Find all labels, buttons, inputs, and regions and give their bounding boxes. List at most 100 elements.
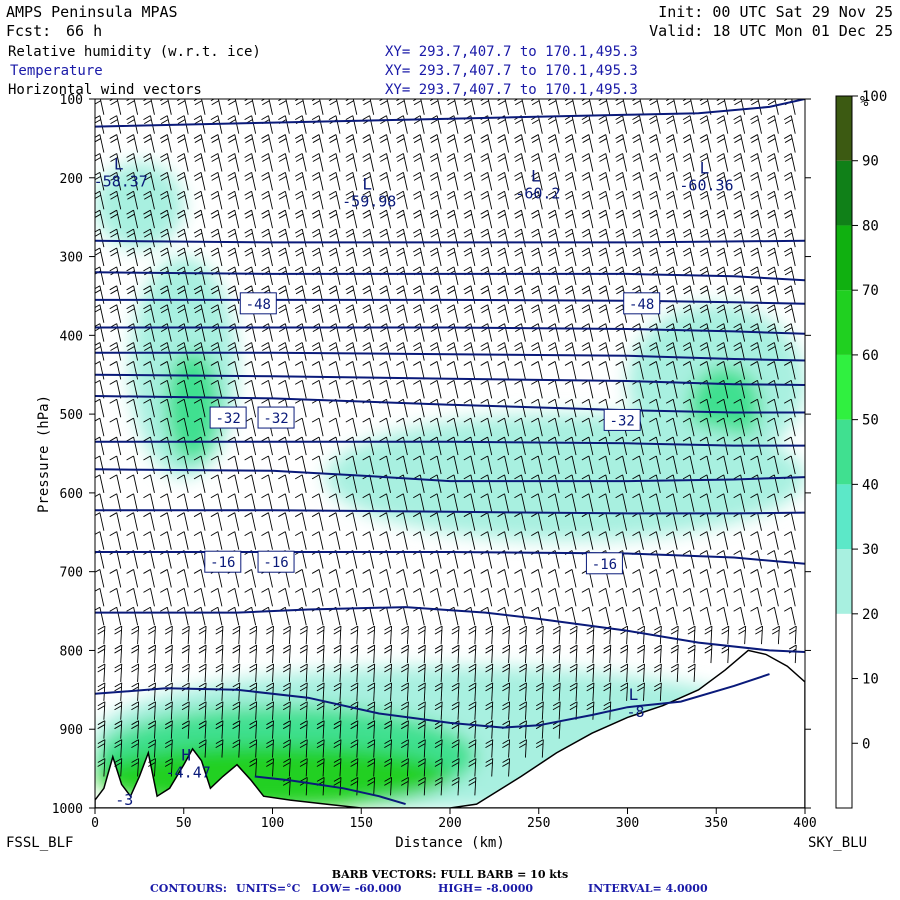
- wind-barb-889: [497, 436, 510, 456]
- wind-barb-1076: [586, 701, 595, 720]
- wind-barb-1341: [733, 342, 746, 361]
- wind-barb-312: [232, 625, 241, 645]
- y-tick-label-800: 800: [60, 644, 83, 659]
- wind-barb-967: [531, 569, 543, 588]
- wind-barb-591: [362, 379, 375, 399]
- colorbar-tick-label-10: 10: [862, 672, 879, 688]
- field-xy-temperature: XY= 293.7,407.7 to 170.1,495.3: [385, 63, 638, 79]
- contour-label-4: -32: [603, 408, 641, 431]
- wind-barb-348: [249, 644, 258, 664]
- wind-barb-528: [328, 587, 341, 607]
- wind-barb-834: [468, 777, 477, 796]
- wind-barb-1108: [603, 682, 612, 701]
- wind-barb-436: [295, 247, 307, 267]
- wind-barb-352: [249, 720, 258, 739]
- wind-barb-1050: [581, 209, 594, 229]
- wind-barb-1085: [598, 247, 611, 267]
- wind-barb-360: [261, 190, 273, 210]
- wind-barb-1318: [716, 474, 729, 493]
- wind-barb-1243: [682, 209, 695, 229]
- wind-barb-1009: [552, 701, 561, 720]
- wind-barb-556: [345, 417, 358, 437]
- wind-barb-441: [295, 342, 307, 361]
- wind-barb-676: [396, 587, 408, 607]
- wind-barb-1396: [767, 285, 779, 304]
- wind-barb-715: [417, 625, 426, 645]
- wind-barb-439: [295, 304, 307, 323]
- wind-barb-1110: [615, 99, 628, 115]
- wind-barb-968: [531, 587, 543, 607]
- wind-barb-445: [295, 417, 307, 437]
- contour-labels: -48 -48 -32 -32 -32 -16 -16 -16: [204, 292, 661, 575]
- wind-barb-601: [362, 569, 375, 588]
- wind-barb-1347: [733, 455, 746, 475]
- wind-barb-1123: [615, 342, 628, 361]
- wind-barb-314: [232, 663, 241, 682]
- wind-barb-606: [367, 663, 376, 682]
- wind-barb-129: [143, 493, 155, 512]
- wind-barb-1263: [682, 587, 695, 607]
- wind-barb-375: [261, 474, 273, 493]
- y-axis-label: Pressure (hPa): [36, 395, 52, 513]
- wind-barb-1426: [784, 304, 796, 323]
- wind-barb-160: [160, 398, 172, 418]
- wind-barb-1024: [564, 342, 577, 361]
- wind-barb-887: [497, 398, 510, 418]
- wind-barb-1411: [767, 569, 779, 588]
- wind-barb-424: [282, 720, 291, 739]
- wind-barb-260: [210, 304, 223, 323]
- x-tick-label-250: 250: [527, 816, 550, 831]
- wind-barb-78: [126, 209, 139, 229]
- wind-barb-692: [413, 190, 425, 210]
- wind-barb-1423: [784, 247, 796, 267]
- contours-interval: INTERVAL= 4.0000: [588, 882, 708, 895]
- wind-barb-865: [485, 663, 494, 682]
- wind-barb-243: [198, 644, 207, 664]
- wind-barb-587: [362, 304, 375, 323]
- wind-barb-657: [396, 228, 408, 248]
- wind-barb-493: [316, 625, 325, 645]
- wind-barb-229: [193, 379, 206, 399]
- wind-barb-7: [95, 228, 105, 248]
- wind-barb-841: [480, 209, 493, 229]
- wind-barb-1194: [649, 474, 661, 493]
- wind-barb-231: [193, 417, 206, 437]
- wind-barb-178: [164, 739, 173, 758]
- wind-barb-183: [176, 153, 189, 172]
- wind-barb-287: [227, 153, 240, 172]
- temperature-contour-2: [95, 271, 805, 282]
- wind-barb-939: [519, 701, 527, 720]
- wind-barb-116: [143, 247, 155, 267]
- wind-barb-648: [384, 758, 392, 777]
- wind-barb-1: [95, 115, 105, 134]
- wind-barb-54: [109, 436, 122, 456]
- wind-barb-795: [451, 739, 460, 758]
- wind-barb-1282: [699, 361, 712, 380]
- wind-barb-1036: [564, 569, 577, 588]
- wind-barb-778: [446, 417, 459, 437]
- wind-barb-737: [429, 342, 442, 361]
- wind-barb-1245: [682, 247, 695, 267]
- wind-barb-1232: [665, 587, 678, 607]
- wind-barb-1362: [750, 190, 762, 210]
- wind-barb-136: [148, 625, 156, 645]
- wind-barb-386: [266, 682, 274, 701]
- wind-barb-983: [547, 209, 560, 229]
- wind-barb-42: [109, 209, 122, 229]
- wind-barb-576: [362, 99, 375, 115]
- wind-barb-389: [266, 739, 274, 758]
- wind-barb-180: [176, 99, 189, 115]
- wind-barb-147: [160, 153, 172, 172]
- wind-barb-853: [480, 436, 493, 456]
- wind-barb-626: [379, 342, 391, 361]
- wind-barb-901: [502, 663, 511, 682]
- wind-barb-1253: [682, 398, 695, 418]
- wind-barb-536: [333, 739, 342, 758]
- colorbar-swatch-2: [836, 613, 852, 679]
- wind-barb-349: [249, 663, 258, 682]
- wind-barb-860: [480, 569, 493, 588]
- wind-barb-1345: [733, 417, 746, 437]
- wind-barb-130: [143, 512, 155, 531]
- wind-barb-113: [143, 190, 155, 210]
- wind-barb-579: [362, 153, 375, 172]
